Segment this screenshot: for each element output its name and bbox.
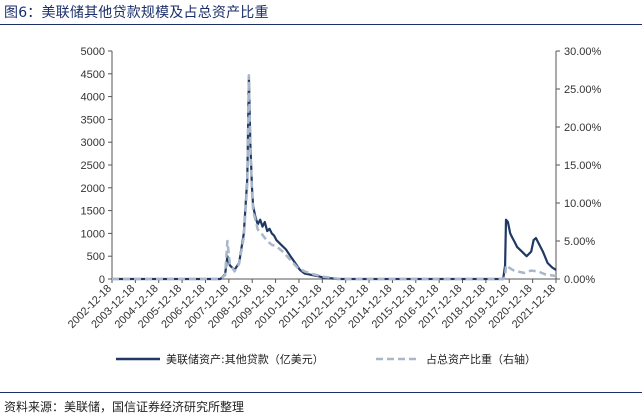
y-left-tick-label: 0 [99, 274, 105, 286]
y-left-tick-label: 2000 [81, 183, 105, 195]
title-divider [0, 24, 642, 25]
y-left-tick-label: 5000 [81, 46, 105, 58]
y-left-tick-label: 1500 [81, 206, 105, 218]
y-right-tick-label: 15.00% [564, 160, 602, 172]
series-asset-ratio-line [112, 74, 557, 281]
y-left-tick-label: 4500 [81, 69, 105, 81]
y-right-tick-label: 10.00% [564, 198, 602, 210]
series-other-loans-line [112, 74, 557, 281]
y-left-tick-label: 500 [87, 251, 105, 263]
y-right-tick-label: 20.00% [564, 122, 602, 134]
y-right-tick-label: 25.00% [564, 84, 602, 96]
y-right-tick-label: 0.00% [564, 274, 595, 286]
legend-label-other-loans: 美联储资产:其他贷款（亿美元） [166, 352, 324, 366]
y-left-tick-label: 3000 [81, 137, 105, 149]
y-right-tick-label: 5.00% [564, 236, 595, 248]
y-left-tick-label: 4000 [81, 92, 105, 104]
source-note: 资料来源：美联储，国信证券经济研究所整理 [4, 400, 245, 414]
line-chart: 0 500 1000 1500 2000 2500 3000 3500 4000 4500 5000… [66, 46, 602, 366]
chart-title: 图6：美联储其他贷款规模及占总资产比重 [4, 5, 269, 21]
footer-divider [0, 392, 642, 393]
legend-label-asset-ratio: 占总资产比重（右轴） [426, 352, 536, 366]
y-left-tick-label: 3500 [81, 114, 105, 126]
y-left-tick-label: 1000 [81, 228, 105, 240]
y-left-tick-label: 2500 [81, 160, 105, 172]
y-right-tick-label: 30.00% [564, 46, 602, 58]
